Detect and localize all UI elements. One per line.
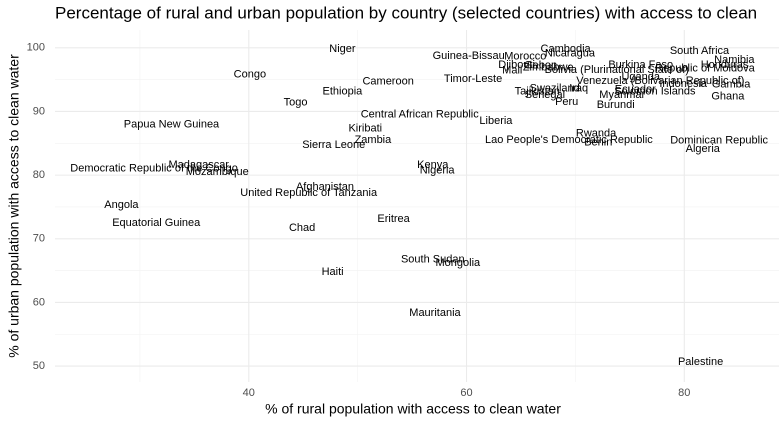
point-label: Kenya <box>417 159 449 171</box>
point-label: Gambia <box>712 79 751 91</box>
point-label: Gabon <box>524 60 557 72</box>
x-axis-title: % of rural population with access to cle… <box>265 401 561 417</box>
point-label: Mauritania <box>409 307 461 319</box>
point-label: Cameroon <box>362 75 413 87</box>
point-label: Lao People's Democratic Republic <box>485 134 653 146</box>
point-label: Burundi <box>597 99 635 111</box>
point-label: Mozambique <box>186 166 249 178</box>
point-label: Zimbabwe <box>523 61 574 73</box>
point-label: Angola <box>104 199 139 211</box>
y-tick-label: 90 <box>33 105 45 117</box>
point-label: Indonesia <box>659 78 708 90</box>
y-tick-label: 100 <box>27 42 45 54</box>
y-tick-label: 60 <box>33 296 45 308</box>
y-tick-label: 70 <box>33 233 45 245</box>
point-label: Benin <box>584 137 612 149</box>
point-label: Tajikistan <box>515 86 560 98</box>
point-label: Papua New Guinea <box>124 119 220 131</box>
point-label: Mongolia <box>436 257 482 269</box>
point-label: Timor-Leste <box>444 73 502 85</box>
point-label: Morocco <box>504 51 546 63</box>
point-label: Venezuela (Bolivarian Republic of) <box>576 75 744 87</box>
chart-title: Percentage of rural and urban population… <box>55 3 757 22</box>
point-label: Solomon Islands <box>614 86 696 98</box>
point-label: Kiribati <box>348 123 382 135</box>
point-label: Zambia <box>355 134 393 146</box>
y-tick-label: 50 <box>33 360 45 372</box>
point-label: Ethiopia <box>323 86 364 98</box>
point-label: Swaziland <box>530 82 580 94</box>
point-label: Nigeria <box>420 165 456 177</box>
point-label: Burkina Faso <box>608 59 673 71</box>
point-label: Ghana <box>711 91 745 103</box>
point-label: Rwanda <box>576 128 617 140</box>
point-label: Eritrea <box>377 213 410 225</box>
point-label: Guinea-Bissau <box>433 50 505 62</box>
point-label: Congo <box>234 68 266 80</box>
point-label: Honduras <box>701 59 749 71</box>
point-label: Central African Republic <box>361 109 480 121</box>
point-label: United Republic of Tanzania <box>240 187 378 199</box>
point-label: Namibia <box>714 54 755 66</box>
point-label: South Africa <box>670 45 730 57</box>
point-label: Liberia <box>479 115 513 127</box>
point-label: Cambodia <box>541 43 592 55</box>
point-label: Iraq <box>569 82 588 94</box>
point-label: Madagascar <box>168 159 229 171</box>
point-label: Peru <box>555 96 578 108</box>
point-label: Mali <box>502 65 522 77</box>
point-label: Senegal <box>525 89 565 101</box>
y-tick-label: 80 <box>33 169 45 181</box>
point-label: Haiti <box>322 266 344 278</box>
x-tick-label: 40 <box>243 387 255 399</box>
point-label: Uganda <box>621 71 660 83</box>
y-axis-title: % of urban population with access to cle… <box>6 54 22 358</box>
point-label: Djibouti <box>498 59 535 71</box>
point-label: Niger <box>329 43 356 55</box>
point-label: Algeria <box>686 143 721 155</box>
point-label: Afghanistan <box>296 181 354 193</box>
point-label: Palestine <box>678 356 723 368</box>
point-label: Bolivia (Plurinational State of) <box>545 64 689 76</box>
point-label: Ecuador <box>615 84 656 96</box>
point-label: Democratic Republic of the Congo <box>70 163 238 175</box>
point-label: Nicaragua <box>545 47 596 59</box>
point-label: Togo <box>284 96 308 108</box>
point-label: South Sudan <box>401 254 465 266</box>
point-label: Republic of Moldova <box>655 63 756 75</box>
point-label: Sierra Leone <box>302 139 365 151</box>
point-label: Myanmar <box>599 89 645 101</box>
point-label: Dominican Republic <box>670 135 768 147</box>
point-label: Equatorial Guinea <box>112 217 201 229</box>
x-tick-label: 80 <box>678 387 690 399</box>
x-tick-label: 60 <box>460 387 472 399</box>
point-label: Chad <box>289 222 315 234</box>
